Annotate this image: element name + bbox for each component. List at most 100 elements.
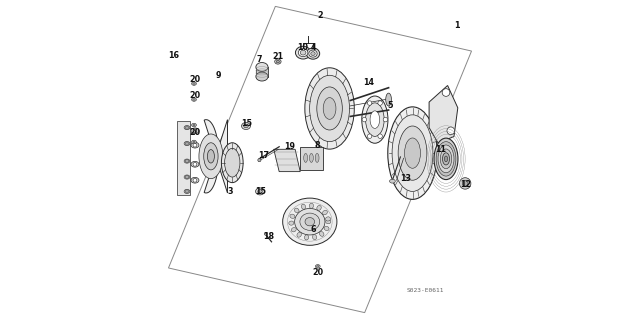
Ellipse shape — [370, 111, 380, 129]
Ellipse shape — [307, 48, 320, 59]
Ellipse shape — [440, 149, 452, 169]
Ellipse shape — [193, 99, 195, 100]
Text: 21: 21 — [273, 52, 284, 61]
Text: 2: 2 — [317, 11, 323, 20]
Ellipse shape — [296, 46, 311, 59]
Polygon shape — [300, 147, 323, 170]
Ellipse shape — [298, 48, 308, 57]
Ellipse shape — [316, 265, 320, 268]
Ellipse shape — [310, 153, 314, 162]
Ellipse shape — [434, 138, 458, 180]
Circle shape — [378, 134, 382, 138]
Circle shape — [378, 101, 382, 105]
Ellipse shape — [324, 226, 329, 231]
Ellipse shape — [191, 123, 196, 127]
Ellipse shape — [193, 124, 195, 126]
Text: 4: 4 — [310, 43, 316, 52]
Text: 15: 15 — [241, 119, 252, 128]
Ellipse shape — [309, 203, 314, 208]
Ellipse shape — [305, 218, 315, 226]
Ellipse shape — [404, 138, 420, 168]
Ellipse shape — [317, 87, 342, 130]
Circle shape — [462, 181, 468, 186]
Text: 11: 11 — [435, 145, 446, 154]
Ellipse shape — [438, 145, 454, 173]
Ellipse shape — [300, 213, 320, 230]
Text: 10: 10 — [297, 43, 308, 52]
Circle shape — [186, 160, 189, 163]
Text: 17: 17 — [258, 151, 269, 160]
Ellipse shape — [323, 210, 327, 215]
Text: 20: 20 — [312, 268, 323, 277]
Ellipse shape — [191, 177, 199, 183]
Text: 3: 3 — [228, 187, 234, 196]
Text: 1: 1 — [454, 21, 460, 30]
Text: 7: 7 — [257, 55, 262, 63]
Ellipse shape — [199, 134, 223, 179]
Circle shape — [193, 162, 197, 166]
Polygon shape — [204, 120, 227, 193]
Ellipse shape — [191, 128, 199, 134]
Text: 18: 18 — [263, 232, 274, 241]
Text: 20: 20 — [189, 75, 200, 84]
Ellipse shape — [221, 143, 243, 182]
Ellipse shape — [386, 93, 392, 106]
Text: 8: 8 — [315, 141, 321, 150]
Ellipse shape — [241, 122, 250, 130]
Ellipse shape — [362, 96, 388, 143]
Ellipse shape — [301, 204, 305, 209]
Ellipse shape — [365, 103, 384, 137]
Ellipse shape — [191, 142, 199, 148]
Ellipse shape — [290, 214, 295, 219]
Text: 9: 9 — [216, 71, 221, 80]
Ellipse shape — [310, 75, 349, 142]
Text: 12: 12 — [460, 180, 471, 189]
Ellipse shape — [319, 232, 324, 236]
Ellipse shape — [392, 115, 433, 191]
Ellipse shape — [264, 232, 268, 235]
Text: 13: 13 — [401, 174, 412, 182]
Text: 20: 20 — [189, 128, 200, 137]
Ellipse shape — [317, 265, 319, 267]
Text: 14: 14 — [364, 78, 374, 87]
Ellipse shape — [291, 227, 296, 232]
Circle shape — [186, 142, 189, 145]
Text: 5: 5 — [387, 101, 393, 110]
Ellipse shape — [184, 126, 190, 130]
Circle shape — [442, 89, 450, 96]
Circle shape — [193, 129, 197, 133]
Circle shape — [193, 178, 197, 182]
Ellipse shape — [275, 59, 281, 64]
Ellipse shape — [258, 159, 261, 162]
Ellipse shape — [184, 189, 190, 193]
Circle shape — [383, 117, 388, 122]
Ellipse shape — [300, 50, 306, 55]
Ellipse shape — [398, 126, 427, 180]
Text: S023-E0611: S023-E0611 — [406, 288, 444, 293]
Ellipse shape — [312, 234, 317, 240]
Ellipse shape — [436, 142, 456, 176]
Text: 20: 20 — [189, 91, 200, 100]
Ellipse shape — [316, 153, 319, 162]
Ellipse shape — [184, 142, 190, 145]
Ellipse shape — [244, 124, 248, 128]
Ellipse shape — [388, 107, 437, 199]
Ellipse shape — [323, 98, 336, 119]
Ellipse shape — [191, 82, 196, 85]
Ellipse shape — [255, 188, 264, 195]
Ellipse shape — [225, 148, 240, 177]
Ellipse shape — [283, 198, 337, 245]
Ellipse shape — [297, 232, 301, 237]
Ellipse shape — [317, 205, 321, 210]
Ellipse shape — [207, 150, 214, 163]
Ellipse shape — [304, 153, 308, 162]
Ellipse shape — [442, 153, 449, 165]
Text: 15: 15 — [255, 187, 266, 196]
Circle shape — [460, 178, 471, 189]
Polygon shape — [429, 85, 458, 143]
Circle shape — [362, 117, 367, 122]
Ellipse shape — [305, 68, 355, 149]
Text: 19: 19 — [284, 142, 295, 151]
Ellipse shape — [191, 161, 199, 167]
Ellipse shape — [390, 179, 396, 183]
